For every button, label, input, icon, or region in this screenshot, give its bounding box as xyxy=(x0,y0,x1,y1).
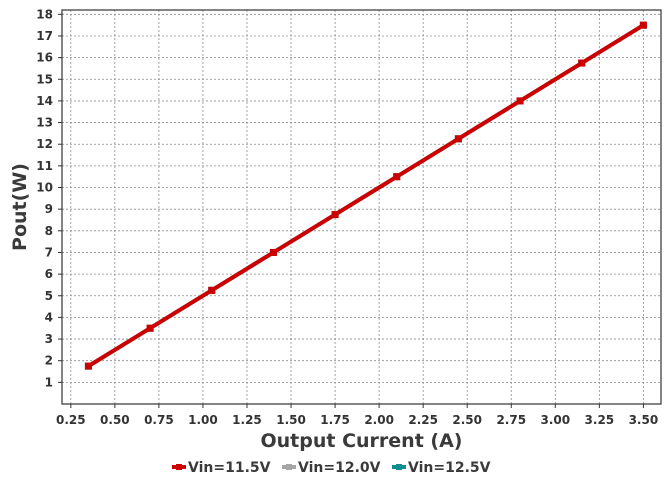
y-tick-label: 1 xyxy=(45,375,53,389)
legend-marker xyxy=(286,464,292,470)
y-tick-label: 17 xyxy=(36,29,53,43)
y-tick-label: 9 xyxy=(45,202,53,216)
y-tick-label: 8 xyxy=(45,224,53,238)
x-tick-label: 3.50 xyxy=(629,413,659,427)
y-tick-label: 16 xyxy=(36,51,53,65)
y-tick-label: 11 xyxy=(36,159,53,173)
data-point xyxy=(393,173,401,181)
legend-item: Vin=11.5V xyxy=(172,460,271,476)
x-tick-label: 0.75 xyxy=(144,413,174,427)
legend-item: Vin=12.5V xyxy=(392,460,491,476)
y-tick-label: 2 xyxy=(45,354,53,368)
x-tick-label: 2.00 xyxy=(364,413,394,427)
x-tick-label: 3.25 xyxy=(585,413,615,427)
legend-label: Vin=12.5V xyxy=(408,460,491,476)
x-tick-label: 0.25 xyxy=(56,413,86,427)
x-tick-label: 1.25 xyxy=(232,413,262,427)
x-tick-label: 1.75 xyxy=(320,413,350,427)
y-tick-label: 5 xyxy=(45,289,53,303)
grid xyxy=(62,10,661,404)
y-tick-label: 12 xyxy=(36,137,53,151)
x-tick-label: 1.00 xyxy=(188,413,218,427)
x-axis-ticks: 0.25 0.50 0.75 1.00 1.25 1.50 1.75 2.00 2.25 2.50… xyxy=(56,404,658,427)
plot-area xyxy=(61,9,662,405)
legend: Vin=11.5V Vin=12.0V Vin=12.5V xyxy=(172,460,491,476)
legend-item: Vin=12.0V xyxy=(282,460,381,476)
y-tick-label: 6 xyxy=(45,267,53,281)
series-0 xyxy=(84,21,647,370)
y-axis-title: Pout(W) xyxy=(9,163,31,251)
data-point xyxy=(269,248,277,256)
y-tick-label: 10 xyxy=(36,181,53,195)
x-tick-label: 2.25 xyxy=(408,413,438,427)
data-point xyxy=(639,21,647,29)
data-point xyxy=(331,211,339,219)
legend-marker xyxy=(176,464,182,470)
y-tick-label: 7 xyxy=(45,245,53,259)
data-point xyxy=(84,362,92,370)
legend-label: Vin=12.0V xyxy=(298,460,381,476)
x-tick-label: 0.50 xyxy=(100,413,130,427)
y-tick-label: 18 xyxy=(36,7,53,21)
data-point xyxy=(454,135,462,143)
x-axis-title: Output Current (A) xyxy=(261,430,463,452)
legend-marker xyxy=(396,464,402,470)
y-tick-label: 14 xyxy=(36,94,53,108)
y-tick-label: 13 xyxy=(36,116,53,130)
series-layer xyxy=(84,21,647,370)
data-point xyxy=(516,97,524,105)
x-tick-label: 1.50 xyxy=(276,413,306,427)
x-tick-label: 2.50 xyxy=(452,413,482,427)
data-point xyxy=(578,59,586,67)
data-point xyxy=(146,324,154,332)
x-tick-label: 3.00 xyxy=(540,413,570,427)
y-tick-label: 4 xyxy=(45,310,53,324)
data-point xyxy=(208,286,216,294)
y-tick-label: 3 xyxy=(45,332,53,346)
legend-label: Vin=11.5V xyxy=(188,460,271,476)
x-tick-label: 2.75 xyxy=(496,413,526,427)
series-line xyxy=(86,23,646,369)
y-tick-label: 15 xyxy=(36,72,53,86)
